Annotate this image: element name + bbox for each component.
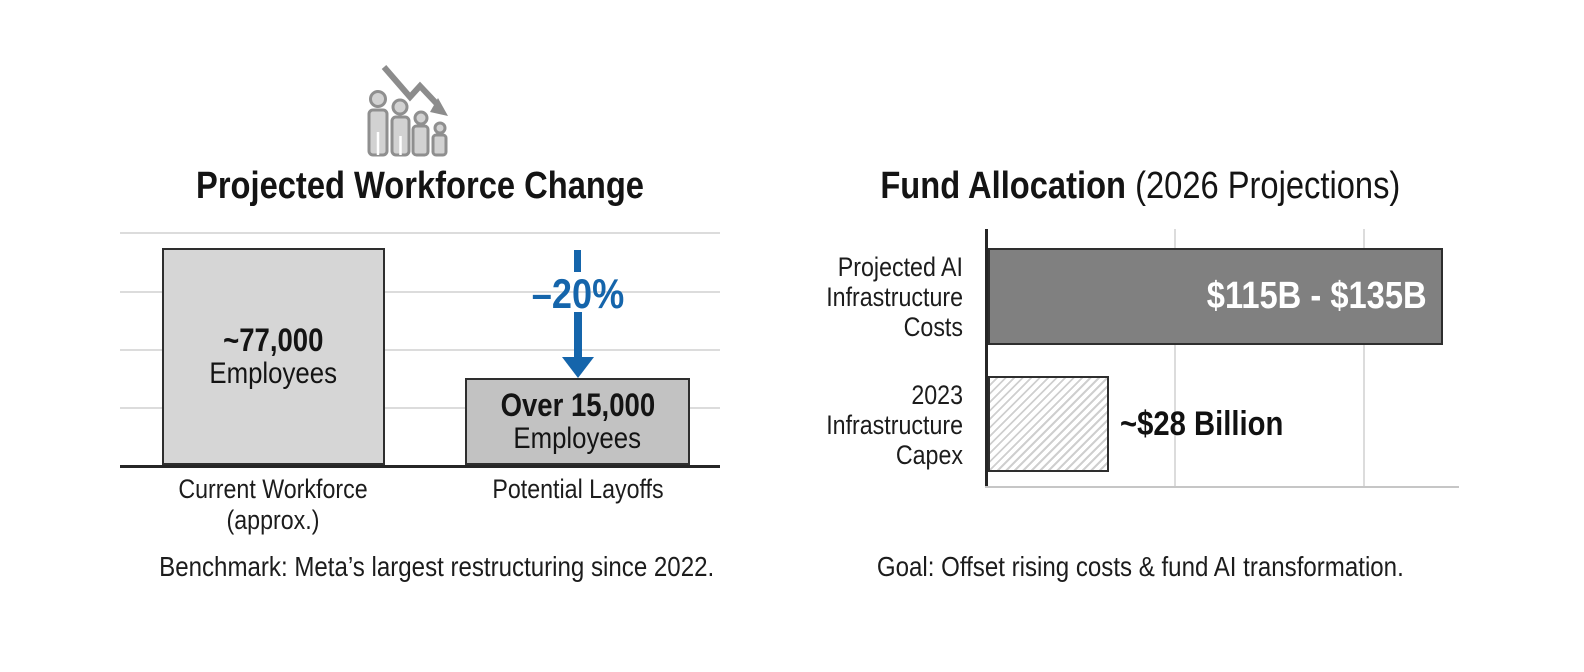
xtick-line: Potential Layoffs <box>492 474 664 504</box>
bar-value: $115B - $135B <box>1207 275 1427 317</box>
ylabel-line: Projected AI <box>837 252 963 282</box>
y-axis-line <box>985 229 988 488</box>
note-text: Goal: Offset rising costs & fund AI tran… <box>876 551 1404 582</box>
fund-allocation-plot-area: $115B - $135B ~$28 Billion <box>985 229 1459 488</box>
ylabel-2023-capex: 2023 Infrastructure Capex <box>785 380 963 470</box>
xtick-line: (approx.) <box>226 505 320 535</box>
xtick-current-workforce: Current Workforce (approx.) <box>123 474 423 536</box>
ylabel-line: Costs <box>903 312 963 342</box>
ylabel-line: Infrastructure <box>826 282 963 312</box>
bar-current-workforce: ~77,000 Employees <box>162 248 385 465</box>
bar-value: ~77,000 <box>223 321 324 358</box>
ylabel-line: Infrastructure <box>826 410 963 440</box>
right-goal-note: Goal: Offset rising costs & fund AI tran… <box>825 551 1455 583</box>
bar-value: Over 15,000 <box>500 386 655 423</box>
down-arrow-head-icon <box>562 357 594 378</box>
gridline <box>1363 229 1365 488</box>
bar-value-unit: Employees <box>209 356 338 390</box>
title-regular: (2026 Projections) <box>1134 165 1400 207</box>
ylabel-line: 2023 <box>911 380 963 410</box>
bar-2023-capex-value: ~$28 Billion <box>1120 376 1310 472</box>
down-arrow-dash <box>574 250 581 272</box>
right-chart-title: Fund Allocation (2026 Projections) <box>830 165 1450 207</box>
title-inner: Fund Allocation (2026 Projections) <box>880 165 1400 207</box>
gridline <box>120 349 720 351</box>
gridline <box>120 291 720 293</box>
x-axis-line <box>120 465 720 468</box>
workforce-plot-area: ~77,000 Employees Over 15,000 Employees <box>120 232 720 468</box>
people-decline-icon <box>367 65 448 157</box>
gridline <box>120 232 720 234</box>
gridline <box>1174 229 1176 488</box>
bar-value: ~$28 Billion <box>1120 404 1284 443</box>
bar-2023-capex <box>988 376 1109 472</box>
title-bold: Fund Allocation <box>880 165 1126 207</box>
ylabel-projected-ai-costs: Projected AI Infrastructure Costs <box>785 252 963 342</box>
gridline <box>120 407 720 409</box>
x-axis-baseline <box>985 486 1459 488</box>
note-text: Benchmark: Meta’s largest restructuring … <box>159 551 715 582</box>
bar-projected-ai-costs: $115B - $135B <box>988 248 1443 345</box>
xtick-line: Current Workforce <box>178 474 368 504</box>
down-arrow-shaft <box>574 312 582 358</box>
xtick-potential-layoffs: Potential Layoffs <box>428 474 728 505</box>
left-benchmark-note: Benchmark: Meta’s largest restructuring … <box>114 551 726 583</box>
bar-potential-layoffs: Over 15,000 Employees <box>465 378 690 465</box>
left-chart-title: Projected Workforce Change <box>196 165 644 207</box>
decline-percentage-label: –20% <box>531 270 625 317</box>
ylabel-line: Capex <box>895 440 963 470</box>
bar-value-unit: Employees <box>513 421 642 455</box>
